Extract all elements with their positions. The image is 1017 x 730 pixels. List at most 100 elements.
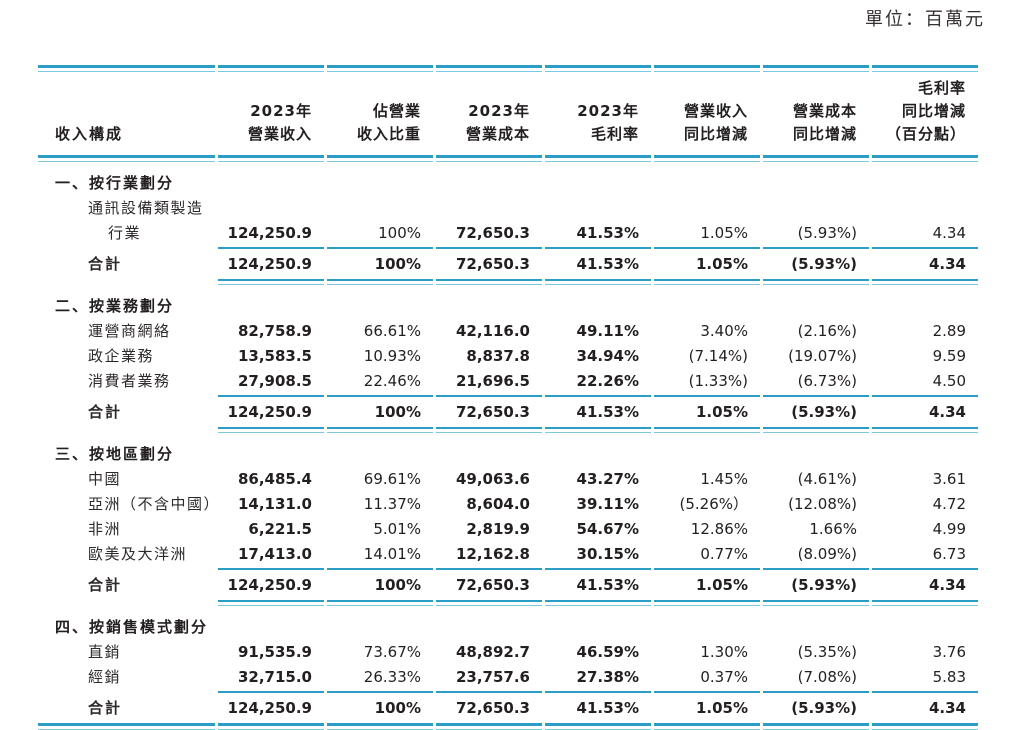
cell-value: 72,650.3 — [455, 403, 530, 421]
cell-value: 100% — [374, 699, 421, 717]
total-label: 合計 — [88, 576, 123, 594]
table-row: 歐美及大洋洲 17,413.0 14.01% 12,162.8 30.15% 0.77% (… — [38, 542, 980, 567]
table-row: 行業 124,250.9 100% 72,650.3 41.53% 1.05% (5.93%… — [38, 221, 980, 246]
row-label: 通訊設備類製造 — [88, 199, 204, 217]
cell-value: 4.72 — [932, 495, 966, 513]
cell-value: 124,250.9 — [227, 224, 312, 242]
cell-value: 73.67% — [363, 643, 421, 661]
cell-value: 48,892.7 — [455, 643, 530, 661]
rule-segment — [327, 427, 433, 433]
column-header: 毛利率 同比增減 （百分點） — [872, 77, 978, 146]
rule-segment — [545, 247, 651, 249]
column-header-line: 營業成本 — [465, 125, 530, 143]
cell-value: (1.33%) — [688, 372, 748, 390]
cell-value: 30.15% — [576, 545, 639, 563]
cell-value: 4.34 — [928, 576, 966, 594]
cell-value: 0.37% — [700, 668, 748, 686]
cell-value: 86,485.4 — [237, 470, 312, 488]
rule-segment — [436, 691, 542, 693]
row-label: 中國 — [88, 470, 122, 488]
cell-value: (4.61%) — [797, 470, 857, 488]
table-row: 中國 86,485.4 69.61% 49,063.6 43.27% 1.45% (4.61… — [38, 467, 980, 492]
cell-value: 124,250.9 — [227, 403, 312, 421]
cell-value: 124,250.9 — [227, 255, 312, 273]
cell-value: 3.61 — [932, 470, 966, 488]
table-row: 消費者業務 27,908.5 22.46% 21,696.5 22.26% (1.33%)… — [38, 369, 980, 394]
rule-segment — [654, 600, 760, 606]
cell-value: 4.34 — [928, 255, 966, 273]
rule-segment — [654, 155, 760, 162]
section-heading: 四、按銷售模式劃分 — [55, 618, 209, 636]
cell-value: 66.61% — [363, 322, 421, 340]
table-rule — [38, 65, 980, 72]
cell-value: 4.50 — [932, 372, 966, 390]
rule-segment — [218, 279, 324, 285]
column-header-line: 收入構成 — [55, 125, 124, 143]
cell-value: 124,250.9 — [227, 576, 312, 594]
cell-value: (7.14%) — [688, 347, 748, 365]
rule-segment — [327, 568, 433, 570]
rule-segment — [654, 65, 760, 72]
cell-value: 9.59 — [932, 347, 966, 365]
table-row: 亞洲（不含中國） 14,131.0 11.37% 8,604.0 39.11% (5.26… — [38, 492, 980, 517]
rule-segment — [38, 691, 215, 693]
rule-segment — [327, 65, 433, 72]
row-label: 運營商網絡 — [88, 322, 171, 340]
total-label: 合計 — [88, 699, 123, 717]
cell-value: 82,758.9 — [237, 322, 312, 340]
rule-segment — [218, 568, 324, 570]
cell-value: (6.73%) — [797, 372, 857, 390]
cell-value: 3.76 — [932, 643, 966, 661]
rule-segment — [436, 568, 542, 570]
table-rule — [38, 723, 980, 730]
cell-value: 1.45% — [700, 470, 748, 488]
cell-value: 8,837.8 — [466, 347, 530, 365]
rule-segment — [436, 600, 542, 606]
cell-value: 5.83 — [932, 668, 966, 686]
cell-value: 2,819.9 — [466, 520, 530, 538]
rule-segment — [327, 723, 433, 730]
rule-segment — [654, 568, 760, 570]
cell-value: 34.94% — [576, 347, 639, 365]
cell-value: 12.86% — [690, 520, 748, 538]
rule-segment — [545, 568, 651, 570]
cell-value: 11.37% — [363, 495, 421, 513]
table-rule — [38, 279, 980, 285]
cell-value: (5.93%) — [791, 403, 857, 421]
row-label: 非洲 — [88, 520, 122, 538]
column-header-line: 收入比重 — [356, 125, 421, 143]
column-header-line: 同比增減 — [683, 125, 748, 143]
table-rule — [38, 427, 980, 433]
table-header: 收入構成 2023年 營業收入 佔營業 收入比重 2023年 營業成本 2023年 毛利率 營業收… — [38, 72, 980, 155]
rule-segment — [436, 723, 542, 730]
rule-segment — [327, 279, 433, 285]
rule-segment — [38, 600, 215, 606]
rule-segment — [545, 65, 651, 72]
cell-value: 124,250.9 — [227, 699, 312, 717]
cell-value: 10.93% — [363, 347, 421, 365]
rule-segment — [763, 723, 869, 730]
cell-value: (12.08%) — [788, 495, 857, 513]
rule-segment — [545, 723, 651, 730]
rule-segment — [763, 65, 869, 72]
column-header-line: 營業收入 — [683, 102, 748, 120]
table-rule — [38, 568, 980, 570]
unit-label: 單位：百萬元 — [865, 9, 985, 30]
rule-segment — [763, 279, 869, 285]
column-header: 佔營業 收入比重 — [327, 100, 433, 146]
table-row: 直銷 91,535.9 73.67% 48,892.7 46.59% 1.30% (5.35… — [38, 640, 980, 665]
table-row: 通訊設備類製造 — [38, 196, 980, 221]
rule-segment — [872, 568, 978, 570]
cell-value: 17,413.0 — [237, 545, 312, 563]
cell-value: 100% — [374, 255, 421, 273]
cell-value: (5.93%) — [791, 255, 857, 273]
rule-segment — [872, 691, 978, 693]
rule-segment — [218, 65, 324, 72]
cell-value: 2.89 — [932, 322, 966, 340]
total-label: 合計 — [88, 403, 123, 421]
row-label: 消費者業務 — [88, 372, 171, 390]
rule-segment — [763, 691, 869, 693]
rule-segment — [327, 247, 433, 249]
cell-value: (5.93%) — [791, 576, 857, 594]
section-heading: 三、按地區劃分 — [55, 445, 175, 463]
